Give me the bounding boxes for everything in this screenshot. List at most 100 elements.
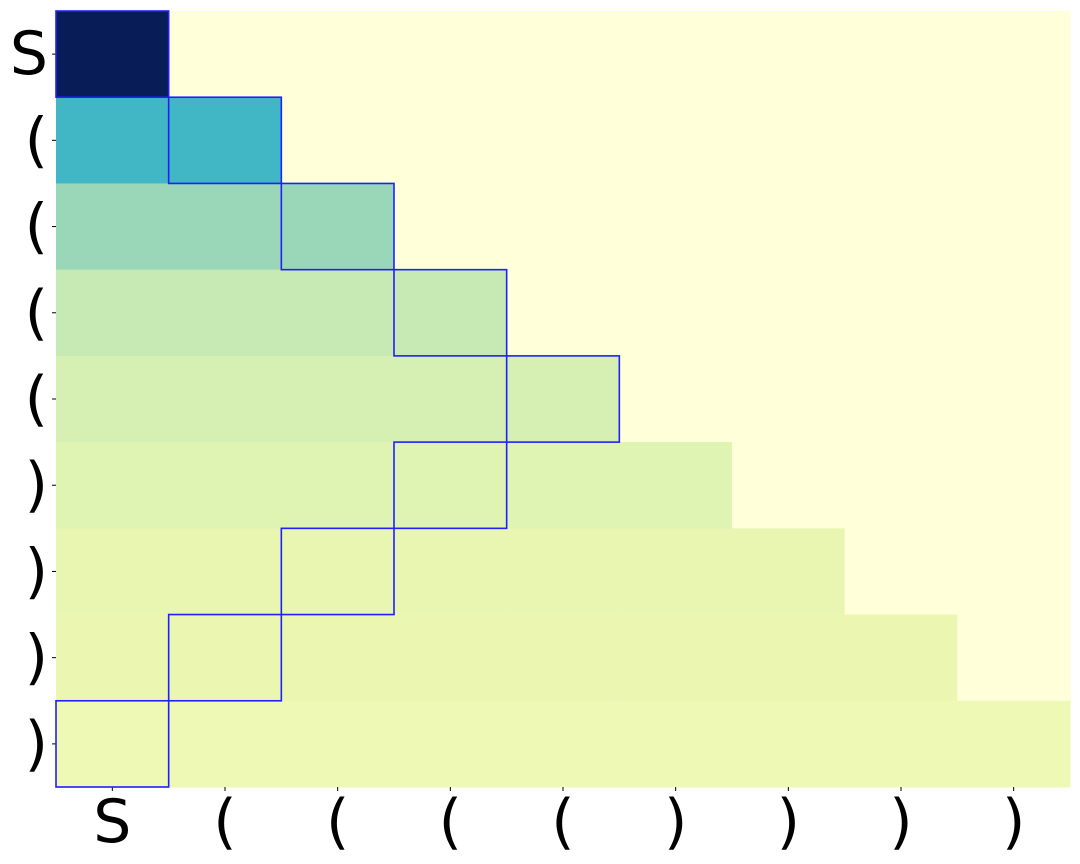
heatmap-cell-5-7 (844, 442, 958, 529)
heatmap-cell-6-5 (619, 528, 733, 616)
heatmap-cell-5-6 (732, 442, 846, 529)
x-tick-label-2: ( (326, 787, 349, 857)
x-tick-label-7: ) (889, 787, 912, 857)
heatmap-cell-1-6 (732, 97, 846, 185)
heatmap-cell-8-4 (506, 700, 620, 788)
heatmap-cell-4-3 (394, 355, 508, 443)
heatmap-cell-1-0 (56, 97, 170, 185)
heatmap-cell-4-2 (281, 355, 395, 443)
heatmap-cell-3-8 (957, 269, 1071, 357)
heatmap-cell-5-8 (957, 442, 1071, 529)
x-tick-label-3: ( (439, 787, 462, 857)
heatmap-cell-2-0 (56, 183, 170, 271)
highlight-box-2 (280, 182, 395, 271)
x-tick-label-1: ( (213, 787, 236, 857)
heatmap-cell-2-7 (844, 183, 958, 271)
x-tick-labels: S (((()))) (93, 787, 1025, 857)
heatmap-cell-6-7 (844, 528, 958, 616)
heatmap-cell-4-4 (506, 355, 620, 443)
heatmap-cell-1-8 (957, 97, 1071, 185)
heatmap-cell-8-5 (619, 700, 733, 788)
heatmap-cell-3-4 (506, 269, 620, 357)
heatmap-cell-0-8 (957, 11, 1071, 98)
y-tick-label-5: ) (25, 450, 48, 520)
x-tick-label-4: ( (551, 787, 574, 857)
heatmap-cell-5-0 (56, 442, 170, 529)
heatmap-cell-5-1 (168, 442, 282, 529)
heatmap-cell-2-5 (619, 183, 733, 271)
heatmap-cell-7-0 (56, 614, 170, 702)
heatmap-cell-0-2 (281, 11, 395, 98)
heatmap-cell-0-4 (506, 11, 620, 98)
heatmap-cell-2-4 (506, 183, 620, 271)
heatmap-cells (56, 11, 1071, 788)
y-tick-labels: S ( ( ( ()))) (10, 19, 48, 779)
heatmap-cell-5-3 (394, 442, 508, 529)
heatmap-cell-6-1 (168, 528, 282, 616)
heatmap-cell-0-5 (619, 11, 733, 98)
heatmap-cell-4-7 (844, 355, 958, 443)
heatmap-cell-7-1 (168, 614, 282, 702)
heatmap-cell-1-3 (394, 97, 508, 185)
x-tick-label-8: ) (1002, 787, 1025, 857)
heatmap-cell-6-8 (957, 528, 1071, 616)
highlight-box-1 (167, 96, 283, 185)
heatmap-cell-2-8 (957, 183, 1071, 271)
heatmap-cell-3-6 (732, 269, 846, 357)
heatmap-cell-6-4 (506, 528, 620, 616)
heatmap-cell-7-4 (506, 614, 620, 702)
heatmap-cell-7-6 (732, 614, 846, 702)
heatmap-cell-4-0 (56, 355, 170, 443)
heatmap-cell-6-0 (56, 528, 170, 616)
heatmap-cell-8-0 (56, 700, 170, 788)
heatmap-cell-1-7 (844, 97, 958, 185)
x-tick-label-0: S (93, 787, 131, 857)
heatmap-cell-5-4 (506, 442, 620, 529)
heatmap-cell-3-7 (844, 269, 958, 357)
heatmap-cell-4-6 (732, 355, 846, 443)
heatmap-cell-7-2 (281, 614, 395, 702)
heatmap-cell-8-2 (281, 700, 395, 788)
heatmap-cell-2-3 (394, 183, 508, 271)
y-tick-label-4: ( (25, 364, 48, 434)
x-tick-label-5: ) (664, 787, 687, 857)
heatmap-cell-0-1 (168, 11, 282, 98)
y-tick-label-1: ( (25, 105, 48, 175)
heatmap-cell-3-3 (394, 269, 508, 357)
highlight-boxes (55, 10, 621, 788)
heatmap-cell-3-5 (619, 269, 733, 357)
heatmap-cell-1-2 (281, 97, 395, 185)
highlight-box-3 (393, 268, 508, 357)
heatmap-cell-2-1 (168, 183, 282, 271)
heatmap-cell-0-0 (56, 11, 170, 98)
heatmap-cell-2-6 (732, 183, 846, 271)
heatmap-cell-7-7 (844, 614, 958, 702)
heatmap-cell-3-1 (168, 269, 282, 357)
y-tick-label-7: ) (25, 623, 48, 693)
y-tick-label-3: ( (25, 278, 48, 348)
heatmap-cell-3-2 (281, 269, 395, 357)
heatmap-cell-8-7 (844, 700, 958, 788)
heatmap-cell-4-8 (957, 355, 1071, 443)
heatmap-cell-0-6 (732, 11, 846, 98)
heatmap-cell-1-5 (619, 97, 733, 185)
heatmap-cell-4-5 (619, 355, 733, 443)
y-tick-label-2: ( (25, 192, 48, 262)
heatmap-cell-0-7 (844, 11, 958, 98)
highlight-box-8 (55, 699, 170, 788)
heatmap-cell-5-2 (281, 442, 395, 529)
heatmap-cell-6-2 (281, 528, 395, 616)
heatmap-cell-6-6 (732, 528, 846, 616)
heatmap-cell-7-5 (619, 614, 733, 702)
heatmap-cell-7-3 (394, 614, 508, 702)
heatmap-cell-6-3 (394, 528, 508, 616)
highlight-box-6 (280, 527, 395, 616)
axis-ticks (52, 53, 1015, 791)
heatmap-cell-2-2 (281, 183, 395, 271)
heatmap-cell-8-6 (732, 700, 846, 788)
y-tick-label-0: S (10, 19, 48, 89)
heatmap-cell-5-5 (619, 442, 733, 529)
y-tick-label-6: ) (25, 536, 48, 606)
heatmap-cell-8-8 (957, 700, 1071, 788)
y-tick-label-8: ) (25, 709, 48, 779)
